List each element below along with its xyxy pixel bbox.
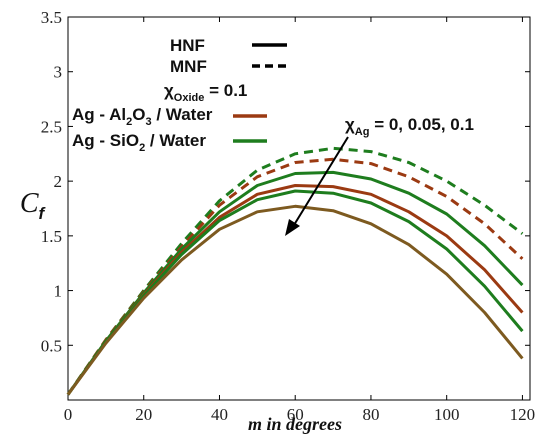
y-tick-label: 3 bbox=[54, 63, 63, 82]
annotation-arrow-head bbox=[285, 219, 300, 236]
x-axis-label: m in degrees bbox=[248, 414, 342, 434]
x-tick-label: 100 bbox=[434, 405, 460, 424]
y-tick-label: 1 bbox=[54, 282, 63, 301]
annotation-chi-ag: χAg = 0, 0.05, 0.1 bbox=[345, 115, 474, 138]
x-tick-label: 40 bbox=[211, 405, 228, 424]
legend-hnf-label: HNF bbox=[170, 36, 205, 55]
legend-sio2-label: Ag - SiO2 / Water bbox=[72, 131, 206, 154]
x-tick-label: 20 bbox=[135, 405, 152, 424]
x-tick-label: 60 bbox=[287, 405, 304, 424]
axis-ticks: 0 20 40 60 80 100 120 0.5 1 1.5 2 2.5 3 3.5 bbox=[41, 8, 535, 424]
series-lines bbox=[66, 146, 524, 396]
x-tick-label: 120 bbox=[510, 405, 536, 424]
legend-mnf-label: MNF bbox=[170, 57, 207, 76]
y-tick-label: 2.5 bbox=[41, 117, 62, 136]
y-tick-label: 1.5 bbox=[41, 227, 62, 246]
y-tick-label: 0.5 bbox=[41, 336, 62, 355]
y-tick-label: 2 bbox=[54, 172, 63, 191]
annotation-arrow-shaft bbox=[293, 136, 349, 226]
series-line-5 bbox=[66, 189, 524, 396]
style-legend: HNF MNF χOxide = 0.1 bbox=[164, 36, 287, 104]
x-tick-label: 80 bbox=[362, 405, 379, 424]
y-tick-label: 3.5 bbox=[41, 8, 62, 27]
fluid-legend: Ag - Al2O3 / Water Ag - SiO2 / Water bbox=[72, 105, 267, 154]
plot-frame bbox=[67, 16, 531, 401]
y-axis-label: Cf bbox=[20, 188, 47, 223]
x-tick-label: 0 bbox=[64, 405, 73, 424]
legend-oxide-label: χOxide = 0.1 bbox=[164, 81, 247, 104]
series-line-6 bbox=[66, 204, 524, 396]
legend-al2o3-label: Ag - Al2O3 / Water bbox=[72, 105, 213, 128]
